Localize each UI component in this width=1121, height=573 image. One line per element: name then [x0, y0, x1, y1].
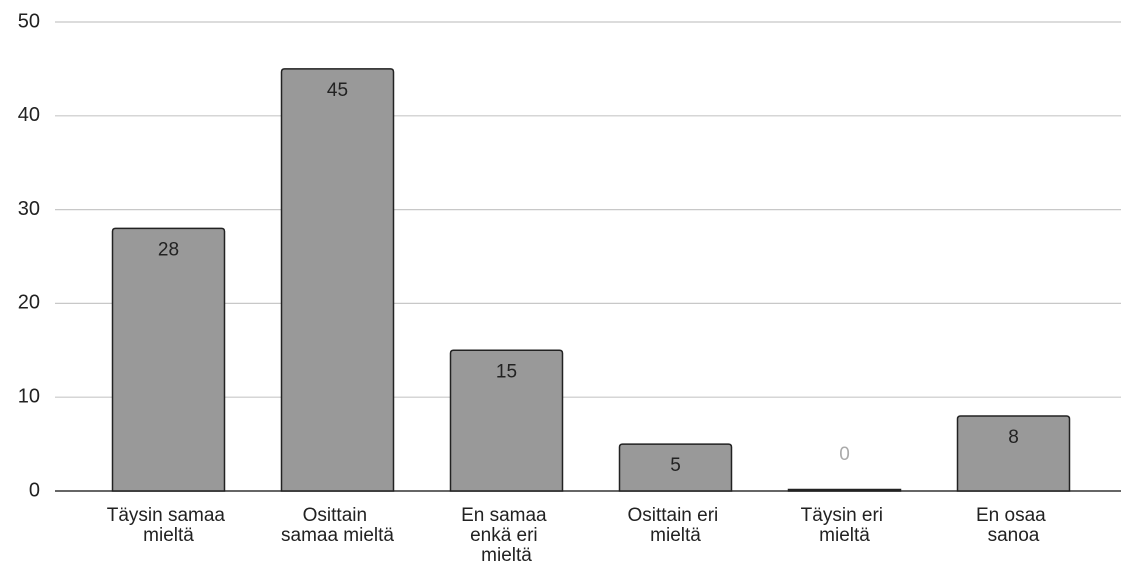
data-label: 5: [670, 455, 681, 476]
bar: [280, 68, 395, 492]
y-tick-label: 20: [18, 292, 40, 314]
bar: [111, 227, 226, 492]
x-tick-label: Täysin eri mieltä: [801, 505, 889, 546]
data-label: 45: [327, 80, 348, 101]
y-tick-label: 30: [18, 198, 40, 220]
x-tick-label: Täysin samaa mieltä: [107, 505, 231, 546]
data-label: 15: [496, 361, 517, 382]
y-tick-label: 40: [18, 104, 40, 126]
data-label: 0: [839, 444, 850, 465]
x-tick-label: En osaa sanoa: [976, 505, 1051, 546]
bar: [787, 488, 902, 492]
data-label: 8: [1008, 427, 1019, 448]
y-tick-label: 0: [29, 479, 40, 501]
y-tick-label: 10: [18, 385, 40, 407]
x-tick-label: En samaa enkä eri mieltä: [461, 505, 552, 566]
x-tick-label: Osittain samaa mieltä: [281, 505, 394, 546]
data-label: 28: [158, 239, 179, 260]
bar: [449, 349, 564, 492]
bar: [618, 443, 733, 492]
y-tick-label: 50: [18, 10, 40, 32]
bar: [956, 415, 1071, 492]
x-tick-label: Osittain eri mieltä: [627, 505, 723, 546]
